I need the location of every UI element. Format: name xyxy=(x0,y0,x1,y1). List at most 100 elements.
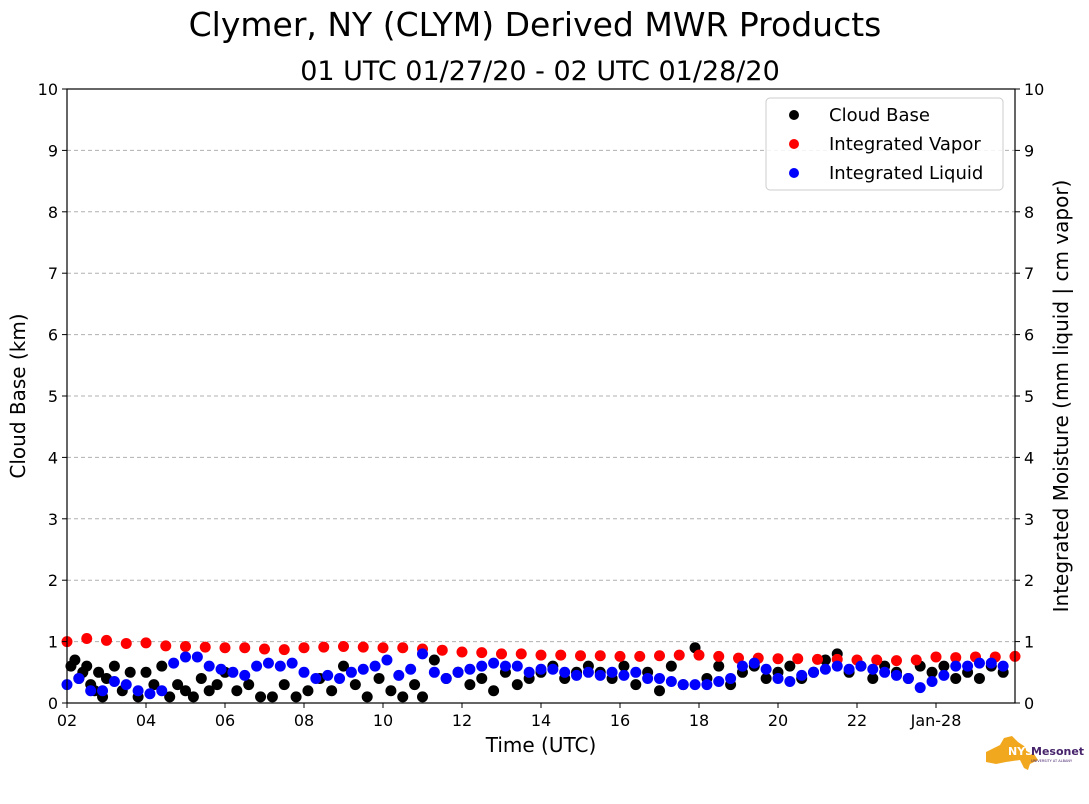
integrated-liquid-point xyxy=(618,669,630,681)
cloud-base-point xyxy=(950,672,962,684)
y-tick-label: 8 xyxy=(48,203,58,222)
integrated-liquid-point xyxy=(547,663,559,675)
x-tick-label: 08 xyxy=(294,711,314,730)
integrated-vapor-point xyxy=(614,650,626,662)
integrated-vapor-point xyxy=(871,654,883,666)
cloud-base-point xyxy=(373,672,385,684)
cloud-base-point xyxy=(156,660,168,672)
x-tick-label: 22 xyxy=(847,711,867,730)
integrated-liquid-point xyxy=(191,651,203,663)
integrated-vapor-point xyxy=(338,641,349,653)
integrated-vapor-point xyxy=(377,642,389,654)
integrated-vapor-point xyxy=(891,655,902,667)
integrated-vapor-point xyxy=(278,644,290,656)
cloud-base-point xyxy=(195,672,207,684)
integrated-vapor-point xyxy=(239,642,251,654)
integrated-liquid-point xyxy=(274,660,286,672)
integrated-liquid-point xyxy=(499,660,511,672)
y-axis-ticks: 0 0 1 1 2 2 3 3 4 4 5 5 6 6 7 7 8 8 9 9 10 10 xyxy=(38,80,1045,713)
integrated-liquid-point xyxy=(642,672,654,684)
y-tick-label: 1 xyxy=(48,633,58,652)
cloud-base-point xyxy=(867,672,879,684)
cloud-base-point xyxy=(488,685,500,697)
x-tick-label: 02 xyxy=(57,711,77,730)
integrated-liquid-point xyxy=(879,666,891,678)
y-right-tick-label: 10 xyxy=(1024,80,1044,99)
y-tick-label: 6 xyxy=(48,326,58,345)
integrated-liquid-point xyxy=(73,672,85,684)
integrated-vapor-point xyxy=(318,641,330,653)
legend-marker-cloud-base xyxy=(789,110,799,120)
integrated-vapor-point xyxy=(456,646,468,658)
integrated-liquid-point xyxy=(725,672,737,684)
integrated-liquid-point xyxy=(736,660,748,672)
y-tick-label: 9 xyxy=(48,141,58,160)
y-right-tick-label: 5 xyxy=(1024,387,1034,406)
integrated-vapor-point xyxy=(199,641,211,653)
legend-marker-integrated-liquid xyxy=(789,168,799,178)
integrated-liquid-point xyxy=(902,672,914,684)
integrated-liquid-point xyxy=(156,685,168,697)
integrated-liquid-point xyxy=(796,669,808,681)
cloud-base-point xyxy=(338,660,349,672)
integrated-liquid-point xyxy=(215,663,227,675)
cloud-base-point xyxy=(93,666,105,678)
y-right-tick-label: 2 xyxy=(1024,571,1034,590)
integrated-vapor-point xyxy=(555,649,567,661)
logo-subtext: UNIVERSITY AT ALBANY xyxy=(1031,759,1073,763)
integrated-liquid-point xyxy=(203,660,215,672)
legend-box xyxy=(765,97,1004,191)
legend-marker-integrated-vapor xyxy=(789,139,799,149)
integrated-liquid-point xyxy=(701,679,713,691)
integrated-vapor-point xyxy=(950,652,962,664)
integrated-vapor-point xyxy=(81,633,93,645)
y-tick-label: 2 xyxy=(48,571,58,590)
y-tick-label: 5 xyxy=(48,387,58,406)
integrated-liquid-point xyxy=(405,663,417,675)
cloud-base-point xyxy=(417,691,428,703)
integrated-vapor-point xyxy=(594,650,606,662)
cloud-base-point xyxy=(243,679,255,691)
integrated-vapor-point xyxy=(713,650,725,662)
y-right-tick-label: 3 xyxy=(1024,510,1034,529)
x-tick-label: 18 xyxy=(689,711,709,730)
y-right-tick-label: 6 xyxy=(1024,326,1034,345)
integrated-liquid-point xyxy=(819,663,831,675)
integrated-liquid-point xyxy=(914,682,926,694)
integrated-liquid-point xyxy=(144,688,156,700)
integrated-vapor-point xyxy=(693,649,705,661)
integrated-liquid-point xyxy=(511,660,523,672)
integrated-liquid-point xyxy=(571,669,583,681)
y-right-tick-label: 0 xyxy=(1024,694,1034,713)
integrated-vapor-point xyxy=(357,641,369,653)
integrated-liquid-point xyxy=(417,648,428,660)
integrated-liquid-point xyxy=(985,657,997,669)
cloud-base-point xyxy=(172,679,184,691)
integrated-liquid-point xyxy=(97,685,109,697)
cloud-base-point xyxy=(326,685,338,697)
integrated-liquid-point xyxy=(310,672,322,684)
cloud-base-point xyxy=(654,685,665,697)
cloud-base-point xyxy=(180,685,191,697)
integrated-liquid-point xyxy=(689,679,701,691)
nys-mesonet-logo: NYS Mesonet UNIVERSITY AT ALBANY xyxy=(986,736,1084,770)
integrated-liquid-point xyxy=(772,672,784,684)
cloud-base-point xyxy=(665,660,677,672)
integrated-liquid-point xyxy=(535,663,547,675)
integrated-liquid-point xyxy=(345,666,357,678)
x-tick-label: 06 xyxy=(215,711,235,730)
integrated-vapor-point xyxy=(654,650,665,662)
integrated-liquid-point xyxy=(713,676,725,688)
y-tick-label: 7 xyxy=(48,264,58,283)
cloud-base-point xyxy=(361,691,373,703)
integrated-liquid-point xyxy=(452,666,464,678)
x-tick-label: 12 xyxy=(452,711,472,730)
integrated-vapor-point xyxy=(930,651,942,663)
cloud-base-point xyxy=(278,679,290,691)
integrated-liquid-point xyxy=(393,669,405,681)
series-layer xyxy=(61,633,1021,703)
legend: Cloud Base Integrated Vapor Integrated L… xyxy=(765,97,1004,191)
cloud-base-point xyxy=(618,660,630,672)
x-tick-label: 14 xyxy=(531,711,551,730)
cloud-base-point xyxy=(124,666,136,678)
